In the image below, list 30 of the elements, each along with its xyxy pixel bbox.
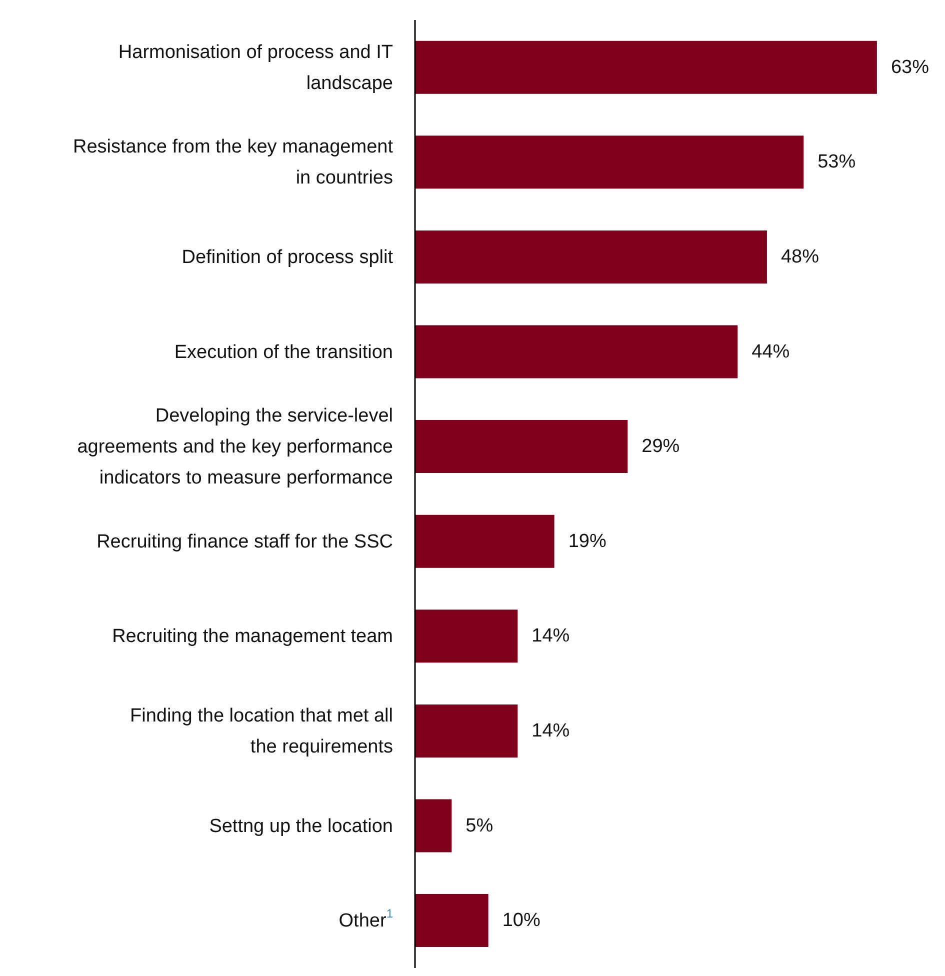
bar xyxy=(415,894,488,948)
bar xyxy=(415,40,877,94)
y-tick-label: Settng up the location xyxy=(209,815,393,836)
data-label: 19% xyxy=(568,530,606,552)
bar xyxy=(415,325,738,378)
bar xyxy=(415,230,767,284)
data-label: 14% xyxy=(532,626,570,647)
y-tick-label: Harmonisation of process and IT landscape xyxy=(118,41,394,94)
y-tick-label: Execution of the transition xyxy=(174,341,393,362)
bar xyxy=(415,704,518,758)
y-tick-label: Developing the service-level agreements and the key performance indicators to measure performance xyxy=(77,405,393,488)
data-label: 5% xyxy=(466,815,494,836)
bar xyxy=(415,610,518,663)
y-tick-label: Finding the location that met all the requirements xyxy=(130,705,393,757)
y-tick-label: Resistance from the key management in countries xyxy=(73,136,394,188)
y-tick-label: Other$^{1}$ xyxy=(338,906,394,932)
data-label: 53% xyxy=(818,152,856,173)
y-tick-label: Recruiting finance staff for the SSC xyxy=(96,530,393,552)
bar xyxy=(415,799,452,852)
data-label: 44% xyxy=(752,341,790,362)
data-label: 14% xyxy=(532,720,570,742)
data-label: 10% xyxy=(502,910,540,932)
bar xyxy=(415,514,554,568)
y-tick-label: Recruiting the management team xyxy=(112,626,393,647)
y-tick-label: Definition of process split xyxy=(182,246,394,268)
data-label: 63% xyxy=(890,56,930,78)
data-label: 29% xyxy=(642,436,680,458)
bar xyxy=(415,136,804,189)
data-label: 48% xyxy=(780,246,820,268)
bar xyxy=(415,420,628,474)
